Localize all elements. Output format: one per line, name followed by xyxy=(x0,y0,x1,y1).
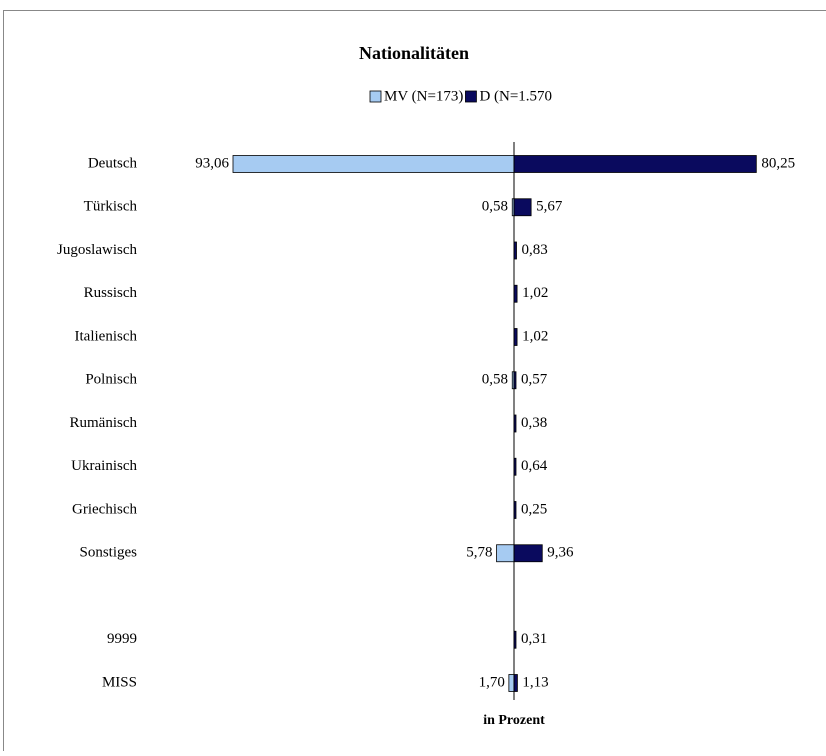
value-label: 5,67 xyxy=(536,199,563,215)
y-tick-label: Deutsch xyxy=(88,155,138,171)
y-tick-label: Polnisch xyxy=(85,372,137,388)
y-tick-label: MISS xyxy=(102,674,137,690)
bar xyxy=(514,675,517,692)
value-label: 1,70 xyxy=(479,674,505,690)
y-tick-label: Türkisch xyxy=(84,199,138,215)
chart-title: Nationalitäten xyxy=(359,43,469,63)
value-label: 0,83 xyxy=(522,242,548,258)
value-label: 9,36 xyxy=(547,545,574,561)
y-tick-label: 9999 xyxy=(107,631,137,647)
value-label: 0,58 xyxy=(482,199,508,215)
y-tick-label: Russisch xyxy=(84,285,138,301)
value-label: 0,25 xyxy=(521,501,547,517)
x-axis-label: in Prozent xyxy=(483,713,545,728)
bar xyxy=(233,156,514,173)
y-tick-label: Italienisch xyxy=(75,328,138,344)
value-label: 0,31 xyxy=(521,631,547,647)
value-label: 1,02 xyxy=(522,328,548,344)
legend-swatch xyxy=(370,91,381,102)
y-tick-label: Jugoslawisch xyxy=(57,242,137,258)
legend-label: D (N=1.570 xyxy=(479,88,552,104)
value-label: 5,78 xyxy=(466,545,492,561)
value-label: 1,13 xyxy=(522,674,548,690)
value-label: 0,64 xyxy=(521,458,548,474)
bar xyxy=(509,675,514,692)
value-label: 93,06 xyxy=(195,155,229,171)
bar xyxy=(497,545,514,562)
y-tick-label: Griechisch xyxy=(72,501,137,517)
bar xyxy=(514,199,531,216)
y-tick-label: Sonstiges xyxy=(79,545,137,561)
value-label: 1,02 xyxy=(522,285,548,301)
value-label: 0,57 xyxy=(521,372,548,388)
y-tick-label: Rumänisch xyxy=(70,415,138,431)
y-tick-label: Ukrainisch xyxy=(71,458,137,474)
bar xyxy=(514,156,756,173)
legend-label: MV (N=173) xyxy=(384,88,463,104)
value-label: 0,58 xyxy=(482,372,508,388)
value-label: 0,38 xyxy=(521,415,547,431)
bar xyxy=(514,545,542,562)
value-label: 80,25 xyxy=(761,155,795,171)
legend-swatch xyxy=(465,91,476,102)
